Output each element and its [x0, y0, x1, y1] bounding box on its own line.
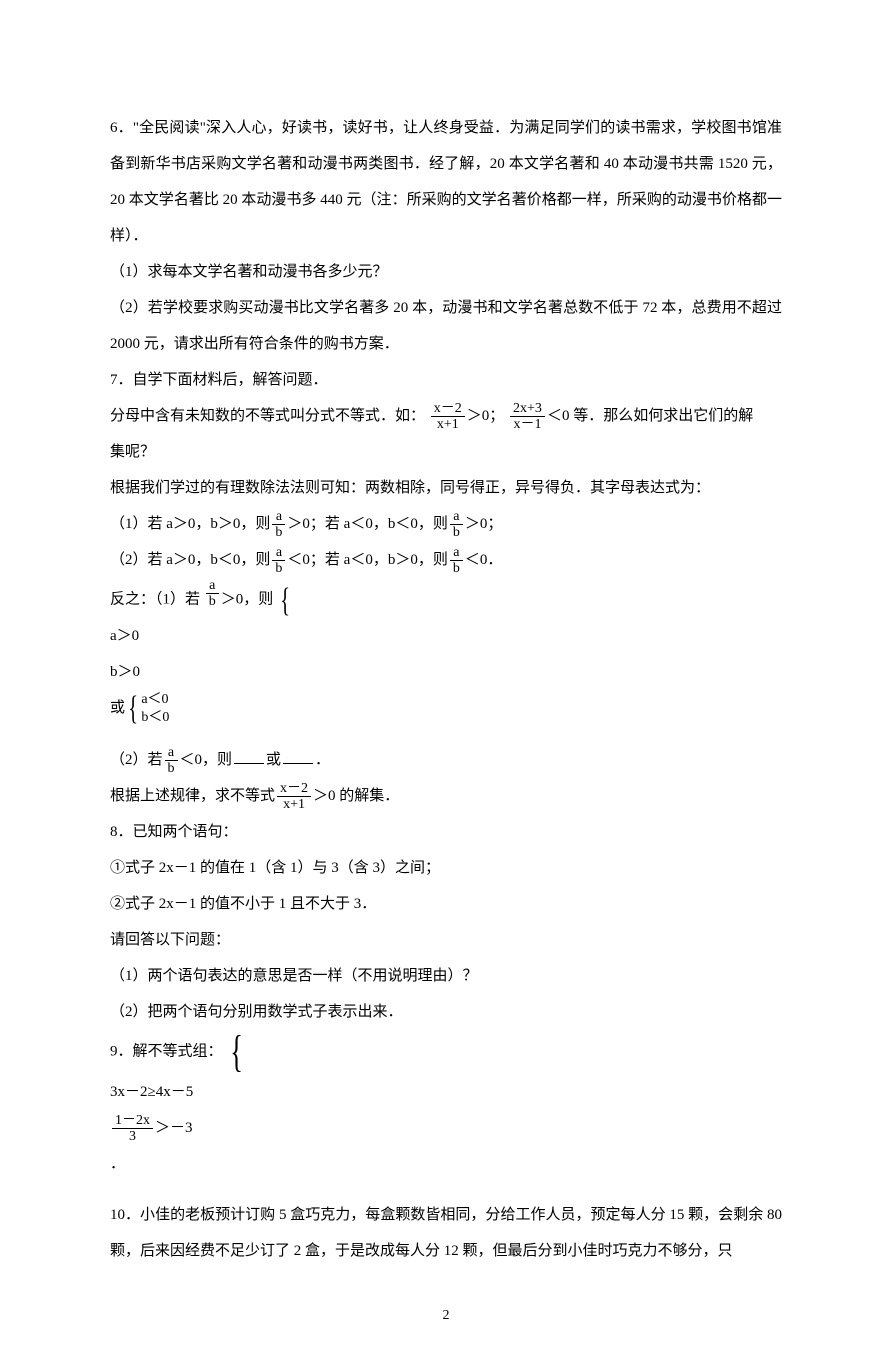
q7-num: 7．: [110, 372, 133, 388]
q6-para: 6．"全民阅读"深入人心，好读书，读好书，让人终身受益．为满足同学们的读书需求，…: [110, 110, 782, 254]
q6-sub2: （2）若学校要求购买动漫书比文学名著多 20 本，动漫书和文学名著总数不低于 7…: [110, 290, 782, 362]
q9-eq2: 1－2x3＞－3: [110, 1110, 782, 1146]
q10-num: 10．: [110, 1207, 140, 1223]
q8-l3: 请回答以下问题：: [110, 922, 782, 958]
q8-sub2: （2）把两个语句分别用数学式子表示出来．: [110, 994, 782, 1030]
brace-system: {: [226, 1030, 247, 1074]
q7-reverse: 反之：（1）若 ab＞0，则 {: [110, 578, 782, 618]
q8-sub1: （1）两个语句表达的意思是否一样（不用说明理由）？: [110, 958, 782, 994]
blank-fill[interactable]: [283, 748, 313, 764]
q7-p3: 根据上述规律，求不等式x－2x+1＞0 的解集．: [110, 778, 782, 814]
fraction: x－2x+1: [431, 401, 465, 433]
q7-sub2: （2）若ab＜0，则或．: [110, 742, 782, 778]
fraction: 2x+3x－1: [510, 401, 545, 433]
q7-p1b: 集呢？: [110, 434, 782, 470]
q8-num: 8．: [110, 824, 133, 840]
brace-case2: {a＜0b＜0: [125, 690, 169, 727]
fraction: ab: [450, 509, 463, 541]
q7-rule1: （1）若 a＞0，b＞0，则ab＞0；若 a＜0，b＜0，则ab＞0；: [110, 506, 782, 542]
q6-num: 6．: [110, 120, 133, 136]
blank-fill[interactable]: [234, 748, 264, 764]
page-container: 6．"全民阅读"深入人心，好读书，读好书，让人终身受益．为满足同学们的读书需求，…: [0, 0, 892, 1372]
fraction: ab: [272, 545, 285, 577]
q8-title: 8．已知两个语句：: [110, 814, 782, 850]
brace-case1: {: [277, 582, 293, 618]
q7-p2: 根据我们学过的有理数除法法则可知：两数相除，同号得正，异号得负．其字母表达式为：: [110, 470, 782, 506]
fraction: ab: [450, 545, 463, 577]
q7-title: 7．自学下面材料后，解答问题．: [110, 362, 782, 398]
q9-num: 9．: [110, 1043, 133, 1059]
q6-text: "全民阅读"深入人心，好读书，读好书，让人终身受益．为满足同学们的读书需求，学校…: [110, 120, 782, 244]
q8-l2: ②式子 2x－1 的值不小于 1 且不大于 3．: [110, 886, 782, 922]
q9: 9．解不等式组： {: [110, 1030, 782, 1074]
q7-p1: 分母中含有未知数的不等式叫分式不等式．如： x－2x+1＞0； 2x+3x－1＜…: [110, 398, 782, 434]
fraction: x－2x+1: [277, 781, 311, 813]
fraction: 1－2x3: [112, 1113, 153, 1145]
fraction: ab: [272, 509, 285, 541]
q10-para: 10．小佳的老板预计订购 5 盒巧克力，每盒颗数皆相同，分给工作人员，预定每人分…: [110, 1197, 782, 1269]
fraction: ab: [165, 745, 178, 777]
page-number: 2: [110, 1299, 782, 1333]
q7-rule2: （2）若 a＞0，b＜0，则ab＜0；若 a＜0，b＞0，则ab＜0．: [110, 542, 782, 578]
fraction: ab: [206, 578, 219, 610]
q8-l1: ①式子 2x－1 的值在 1（含 1）与 3（含 3）之间；: [110, 850, 782, 886]
q6-sub1: （1）求每本文学名著和动漫书各多少元？: [110, 254, 782, 290]
